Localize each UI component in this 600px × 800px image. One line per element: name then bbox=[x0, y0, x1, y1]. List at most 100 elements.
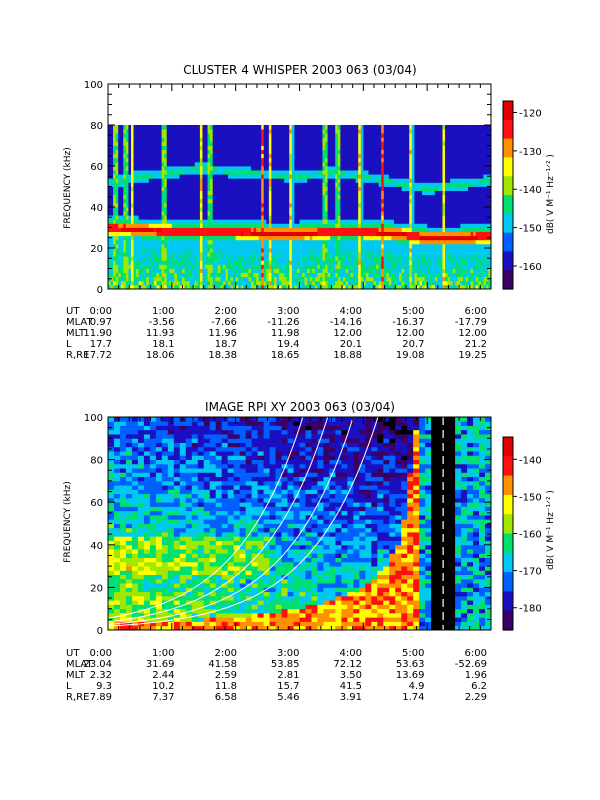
spectrogram-cell bbox=[179, 211, 183, 216]
spectrogram-cell bbox=[409, 178, 413, 183]
spectrogram-cell bbox=[210, 174, 214, 179]
spectrogram-cell bbox=[235, 137, 239, 142]
spectrogram-cell bbox=[174, 153, 178, 159]
spectrogram-cell bbox=[312, 276, 316, 282]
spectrogram-cell bbox=[123, 227, 127, 232]
spectrogram-cell bbox=[197, 133, 201, 138]
spectrogram-cell bbox=[161, 227, 165, 232]
spectrogram-cell bbox=[243, 178, 247, 183]
spectrogram-cell bbox=[130, 186, 134, 191]
spectrogram-cell bbox=[113, 170, 117, 175]
spectrogram-cell bbox=[153, 202, 157, 208]
spectrogram-cell bbox=[381, 198, 385, 204]
spectrogram-cell bbox=[222, 153, 226, 159]
spectrogram-cell bbox=[148, 243, 152, 249]
spectrogram-cell bbox=[268, 207, 272, 212]
spectrogram-cell bbox=[253, 231, 257, 237]
spectrogram-cell bbox=[348, 211, 351, 216]
spectrogram-cell bbox=[401, 198, 405, 204]
spectrogram-cell bbox=[276, 153, 280, 159]
spectrogram-cell bbox=[240, 137, 244, 142]
spectrogram-cell bbox=[317, 235, 321, 241]
spectrogram-cell bbox=[296, 133, 300, 138]
spectrogram-cell bbox=[233, 198, 237, 204]
spectrogram-cell bbox=[399, 202, 403, 208]
spectrogram-cell bbox=[151, 141, 155, 146]
spectrogram-cell bbox=[187, 129, 191, 134]
spectrogram-cell bbox=[337, 260, 341, 265]
spectrogram-cell bbox=[416, 170, 420, 175]
spectrogram-cell bbox=[299, 170, 303, 175]
spectrogram-cell bbox=[406, 252, 410, 257]
spectrogram-cell bbox=[409, 190, 413, 196]
spectrogram-cell bbox=[164, 231, 168, 237]
spectrogram-cell bbox=[130, 157, 134, 163]
spectrogram-cell bbox=[217, 243, 221, 249]
spectrogram-cell bbox=[228, 264, 231, 269]
spectrogram-cell bbox=[345, 207, 349, 212]
spectrogram-cell bbox=[110, 170, 114, 175]
spectrogram-cell bbox=[304, 178, 308, 183]
spectrogram-cell bbox=[220, 264, 224, 269]
spectrogram-cell bbox=[253, 141, 257, 146]
spectrogram-cell bbox=[373, 153, 377, 159]
spectrogram-cell bbox=[383, 166, 387, 171]
spectrogram-cell bbox=[176, 235, 180, 241]
spectrogram-cell bbox=[396, 145, 400, 150]
spectrogram-cell bbox=[411, 170, 415, 175]
spectrogram-cell bbox=[322, 280, 326, 286]
spectrogram-cell bbox=[409, 272, 413, 278]
spectrogram-cell bbox=[378, 239, 382, 245]
spectrogram-cell bbox=[319, 223, 323, 228]
spectrogram-cell bbox=[161, 276, 165, 282]
spectrogram-cell bbox=[378, 125, 382, 130]
spectrogram-cell bbox=[179, 264, 183, 269]
spectrogram-cell bbox=[304, 137, 308, 142]
spectrogram-cell bbox=[199, 284, 203, 290]
spectrogram-cell bbox=[245, 190, 249, 196]
spectrogram-cell bbox=[330, 219, 334, 224]
spectrogram-cell bbox=[376, 284, 380, 290]
spectrogram-cell bbox=[151, 170, 155, 175]
spectrogram-cell bbox=[133, 170, 137, 175]
spectrogram-cell bbox=[245, 137, 249, 142]
spectrogram-cell bbox=[289, 219, 293, 224]
spectrogram-cell bbox=[273, 157, 277, 163]
spectrogram-cell bbox=[360, 276, 364, 282]
spectrogram-cell bbox=[368, 129, 372, 134]
spectrogram-cell bbox=[322, 157, 326, 163]
spectrogram-cell bbox=[108, 129, 111, 134]
spectrogram-cell bbox=[243, 219, 247, 224]
spectrogram-cell bbox=[164, 256, 168, 261]
spectrogram-cell bbox=[240, 129, 244, 134]
spectrogram-cell bbox=[192, 170, 196, 175]
spectrogram-cell bbox=[141, 284, 145, 290]
spectrogram-cell bbox=[125, 280, 129, 286]
spectrogram-cell bbox=[289, 170, 293, 175]
spectrogram-cell bbox=[138, 141, 142, 146]
spectrogram-cell bbox=[161, 256, 165, 261]
spectrogram-cell bbox=[289, 268, 293, 273]
spectrogram-cell bbox=[141, 178, 145, 183]
spectrogram-cell bbox=[215, 264, 219, 269]
spectrogram-cell bbox=[202, 235, 206, 241]
spectrogram-cell bbox=[258, 243, 262, 249]
spectrogram-cell bbox=[322, 198, 326, 204]
spectrogram-cell bbox=[330, 190, 334, 196]
spectrogram-cell bbox=[164, 178, 168, 183]
spectrogram-cell bbox=[133, 231, 137, 237]
spectrogram-cell bbox=[256, 264, 260, 269]
spectrogram-cell bbox=[273, 178, 277, 183]
spectrogram-cell bbox=[386, 239, 390, 245]
spectrogram-cell bbox=[381, 219, 385, 224]
spectrogram-cell bbox=[123, 166, 127, 171]
spectrogram-cell bbox=[256, 276, 260, 282]
spectrogram-cell bbox=[182, 157, 185, 163]
spectrogram-cell bbox=[348, 280, 351, 286]
spectrogram-cell bbox=[368, 141, 372, 146]
spectrogram-cell bbox=[228, 284, 231, 290]
spectrogram-cell bbox=[271, 280, 275, 286]
spectrogram-cell bbox=[396, 149, 400, 155]
spectrogram-cell bbox=[337, 157, 341, 163]
spectrogram-cell bbox=[355, 235, 359, 241]
